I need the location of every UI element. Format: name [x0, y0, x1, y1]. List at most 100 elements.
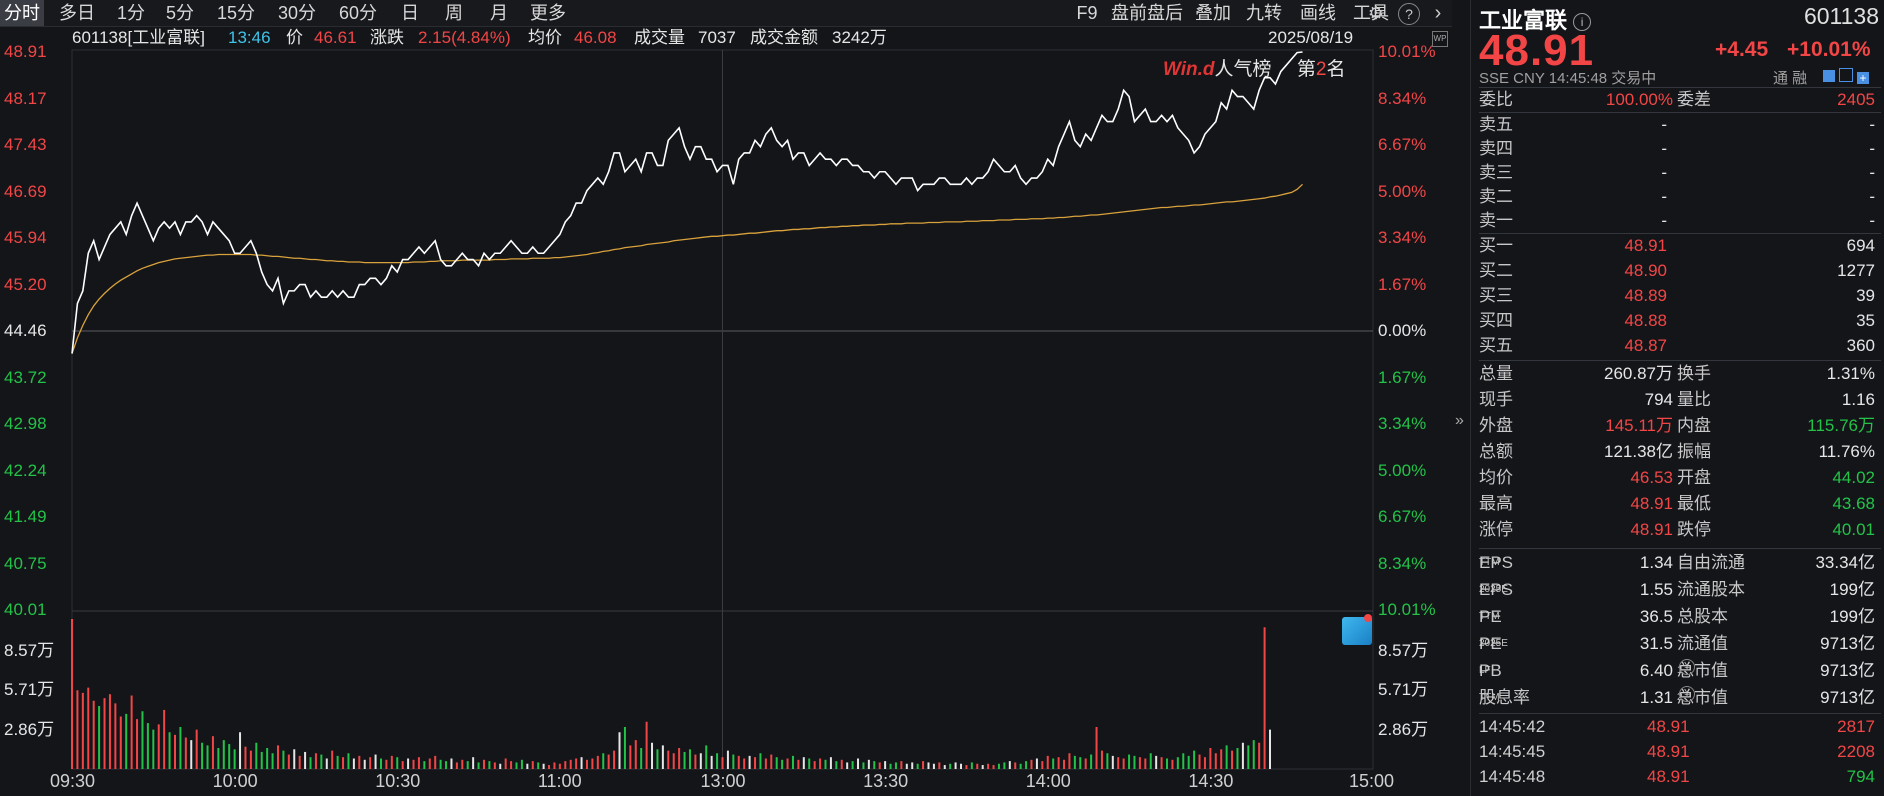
ask-label: 卖一: [1479, 211, 1513, 230]
period-tab-6[interactable]: 60分: [338, 3, 378, 23]
collapse-panel-icon[interactable]: »: [1455, 412, 1464, 429]
volume-bar: [585, 759, 588, 769]
help-icon[interactable]: ?: [1398, 3, 1420, 25]
volume-bar: [146, 723, 149, 769]
ask-volume: -: [1869, 163, 1875, 182]
period-tab-10[interactable]: 更多: [530, 3, 566, 23]
volume-bar: [1252, 740, 1255, 769]
period-tab-7[interactable]: 日: [401, 3, 419, 23]
bid-row[interactable]: 买五 48.87 360: [1471, 334, 1884, 358]
volume-bar: [309, 757, 312, 769]
volume-bar: [884, 761, 887, 769]
pct-tick: 10.01%: [1378, 42, 1436, 61]
ask-volume: -: [1869, 115, 1875, 134]
volume-bar: [1111, 755, 1114, 769]
fundamental-label-sup: 2025E: [1479, 584, 1508, 595]
fundamental-label-text: 自由流通: [1677, 553, 1745, 572]
volume-bar: [152, 729, 155, 769]
tool-button-2[interactable]: 叠加: [1195, 3, 1231, 23]
volume-bar: [510, 761, 513, 769]
bid-row[interactable]: 买三 48.89 39: [1471, 284, 1884, 308]
period-tab-5[interactable]: 30分: [277, 3, 317, 23]
time-tick: 15:00: [1349, 771, 1395, 791]
window-icon[interactable]: [1839, 68, 1853, 82]
volume-bar: [287, 754, 290, 769]
volume-bar: [694, 754, 697, 769]
volume-bar: [759, 753, 762, 769]
period-tab-3[interactable]: 5分: [165, 3, 194, 23]
stock-code: 601138: [1803, 3, 1879, 29]
volume-bar: [401, 761, 404, 769]
pct-tick: 5.00%: [1378, 181, 1427, 201]
tool-button-3[interactable]: 九转: [1246, 3, 1282, 23]
time-tick: 14:30: [1188, 771, 1234, 791]
edit-icon[interactable]: [1823, 70, 1835, 82]
bid-volume: 1277: [1837, 261, 1875, 280]
volume-bar: [808, 758, 811, 769]
ask-label: 卖四: [1479, 139, 1513, 158]
stat-row: 外盘 145.11万 内盘 115.76万: [1471, 414, 1884, 438]
popularity-rank[interactable]: Win.d人气榜 第2名: [1163, 54, 1345, 81]
tool-button-1[interactable]: 盘前盘后: [1111, 3, 1183, 23]
stat-label: 量比: [1677, 390, 1711, 409]
intraday-chart[interactable]: [0, 0, 1470, 796]
add-icon[interactable]: +: [1857, 72, 1869, 84]
bid-row[interactable]: 买一 48.91 694: [1471, 234, 1884, 258]
tool-button-0[interactable]: F9: [1076, 3, 1098, 23]
period-tab-0[interactable]: 分时: [0, 0, 44, 26]
period-tab-9[interactable]: 月: [490, 3, 508, 23]
volume-bar: [661, 745, 664, 769]
fundamental-label-text: EPS: [1479, 580, 1514, 599]
wp-icon[interactable]: WP: [1432, 31, 1448, 47]
volume-bar: [249, 750, 252, 769]
time-tick: 09:30: [50, 771, 96, 791]
bid-row[interactable]: 买二 48.90 1277: [1471, 259, 1884, 283]
pct-tick: 0.00%: [1378, 321, 1427, 340]
volume-bar: [298, 755, 301, 769]
volume-bar: [905, 763, 908, 769]
period-tab-2[interactable]: 1分: [116, 3, 145, 23]
stat-value: 145.11万: [1605, 416, 1673, 435]
volume-bar: [558, 763, 561, 769]
bid-row[interactable]: 买四 48.88 35: [1471, 309, 1884, 333]
weibi-row: 委比 100.00% 委差 2405: [1471, 88, 1884, 112]
info-icon[interactable]: i: [1573, 13, 1592, 32]
tool-button-4[interactable]: 画线: [1300, 3, 1336, 23]
pct-tick: 3.34%: [1378, 228, 1427, 247]
period-tab-1[interactable]: 多日: [59, 3, 95, 23]
period-tab-8[interactable]: 周: [445, 3, 463, 23]
volume-bar: [1155, 755, 1158, 769]
price-tick: 48.17: [4, 88, 47, 108]
cursor-price: 46.61: [314, 28, 357, 47]
price-tick: 41.49: [4, 507, 47, 526]
volume-bar: [244, 746, 247, 769]
volume-bar: [737, 755, 740, 769]
volume-bar: [1231, 750, 1234, 769]
rank-label: 人气榜: [1214, 59, 1272, 80]
volume-bar: [922, 761, 925, 769]
volume-bar: [835, 761, 838, 769]
volume-bar: [482, 759, 485, 769]
panel-tool-icons[interactable]: +: [1823, 68, 1869, 85]
bid-volume: 35: [1856, 311, 1875, 330]
margin-flags: 通 融: [1773, 70, 1808, 87]
price-tick: 45.20: [4, 274, 47, 294]
stat-label: 涨停: [1479, 520, 1513, 539]
volume-bar: [1079, 757, 1082, 769]
volume-bar: [439, 759, 442, 769]
stat-value: 1.31%: [1826, 364, 1875, 383]
chevron-right-icon[interactable]: ›: [1434, 2, 1442, 24]
gear-icon[interactable]: ⚙: [1367, 3, 1385, 23]
volume-bar: [1019, 763, 1022, 769]
fundamental-label-sup: LF: [1479, 665, 1491, 676]
bid-label: 买一: [1479, 236, 1513, 255]
fundamental-row: EPS TTM 1.34 自由流通 33.34亿: [1471, 551, 1884, 575]
volume-bar: [71, 619, 73, 769]
volume-bar: [1160, 757, 1163, 769]
tool-button-5[interactable]: 工具: [1353, 3, 1389, 23]
weicha-value: 2405: [1837, 90, 1875, 109]
period-tab-4[interactable]: 15分: [216, 3, 256, 23]
volume-bar: [358, 755, 361, 769]
ask-volume: -: [1869, 187, 1875, 206]
volume-bar: [114, 703, 117, 769]
